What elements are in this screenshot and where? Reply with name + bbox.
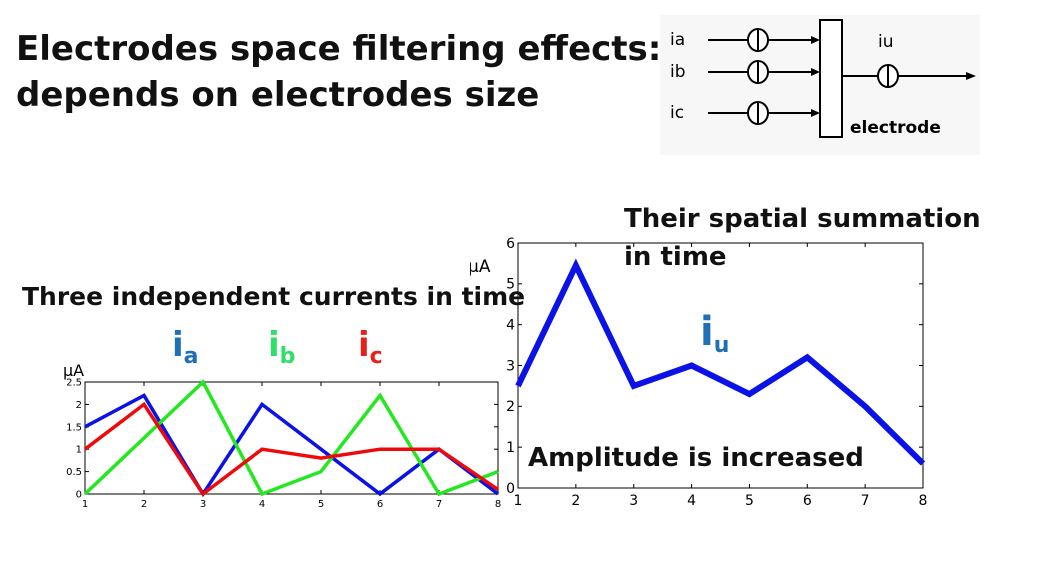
y-tick-label: 0.5 — [66, 467, 82, 478]
y-tick-label: 4 — [506, 318, 515, 334]
input-label-ib: ib — [670, 62, 686, 82]
y-tick-label: 0 — [76, 490, 82, 501]
y-tick-label: 1 — [506, 440, 515, 456]
x-tick-label: 4 — [259, 499, 265, 510]
series-line-1 — [84, 393, 500, 498]
symbol-iu: iu — [700, 312, 729, 357]
summation-caption-line-2: in time — [624, 242, 727, 272]
y-tick-label: 5 — [506, 277, 515, 293]
x-tick-label: 2 — [571, 493, 580, 509]
y-tick-label: 3 — [506, 358, 515, 374]
symbol-ia-base: i — [172, 325, 184, 365]
input-label-ia: ia — [670, 30, 685, 50]
y-axis-label: μA — [63, 362, 84, 380]
x-tick-label: 6 — [377, 499, 383, 510]
symbol-ib: ib — [268, 328, 295, 368]
x-tick-label: 6 — [803, 493, 812, 509]
title-line-1: Electrodes space filtering effects: — [16, 29, 662, 69]
x-tick-label: 1 — [82, 499, 88, 510]
y-tick-label: 2 — [506, 399, 515, 415]
symbol-ib-base: i — [268, 325, 280, 365]
symbol-iu-sub: u — [713, 333, 730, 358]
x-tick-label: 7 — [436, 499, 442, 510]
amplitude-note: Amplitude is increased — [528, 443, 864, 473]
three-currents-caption: Three independent currents in time — [22, 282, 526, 311]
electrode-label: electrode — [850, 118, 941, 138]
symbol-ic-sub: c — [369, 344, 383, 369]
x-tick-label: 3 — [629, 493, 638, 509]
y-tick-label: 2 — [76, 400, 82, 411]
x-tick-label: 2 — [141, 499, 147, 510]
summation-caption-line-1: Their spatial summation — [624, 204, 981, 234]
y-tick-label: 2.5 — [66, 378, 82, 389]
y-axis-label: μA — [470, 257, 491, 277]
input-label-ic: ic — [670, 103, 684, 123]
x-tick-label: 7 — [861, 493, 870, 509]
series-line-3 — [83, 401, 499, 497]
symbol-ib-sub: b — [279, 344, 296, 369]
x-tick-label: 4 — [687, 493, 696, 509]
output-label-iu: iu — [878, 32, 894, 52]
y-tick-label: 1.5 — [66, 422, 82, 433]
series-line-1 — [515, 258, 926, 466]
symbol-ic: ic — [358, 328, 383, 368]
symbol-iu-base: i — [700, 309, 714, 355]
x-tick-label: 8 — [919, 493, 928, 509]
title-line-2: depends on electrodes size — [16, 75, 540, 115]
x-tick-label: 5 — [745, 493, 754, 509]
x-tick-label: 1 — [514, 493, 523, 509]
series-line-2 — [83, 379, 499, 497]
summation-caption: Their spatial summation in time — [624, 200, 981, 276]
slide-title: Electrodes space filtering effects: depe… — [16, 26, 661, 118]
y-tick-label: 0 — [506, 481, 515, 497]
symbol-ic-base: i — [358, 325, 370, 365]
x-tick-label: 3 — [200, 499, 206, 510]
electrode-diagram: ia ib ic iu electrode — [660, 15, 980, 155]
symbol-ia: ia — [172, 328, 199, 368]
y-tick-label: 1 — [76, 445, 82, 456]
three-currents-chart: 0 0.5 1 1.5 2 2.5 1 2 3 4 5 6 7 8 μA — [63, 362, 501, 510]
symbol-ia-sub: a — [183, 344, 199, 369]
x-tick-label: 5 — [318, 499, 324, 510]
y-tick-label: 6 — [506, 236, 515, 252]
x-tick-label: 8 — [495, 499, 501, 510]
